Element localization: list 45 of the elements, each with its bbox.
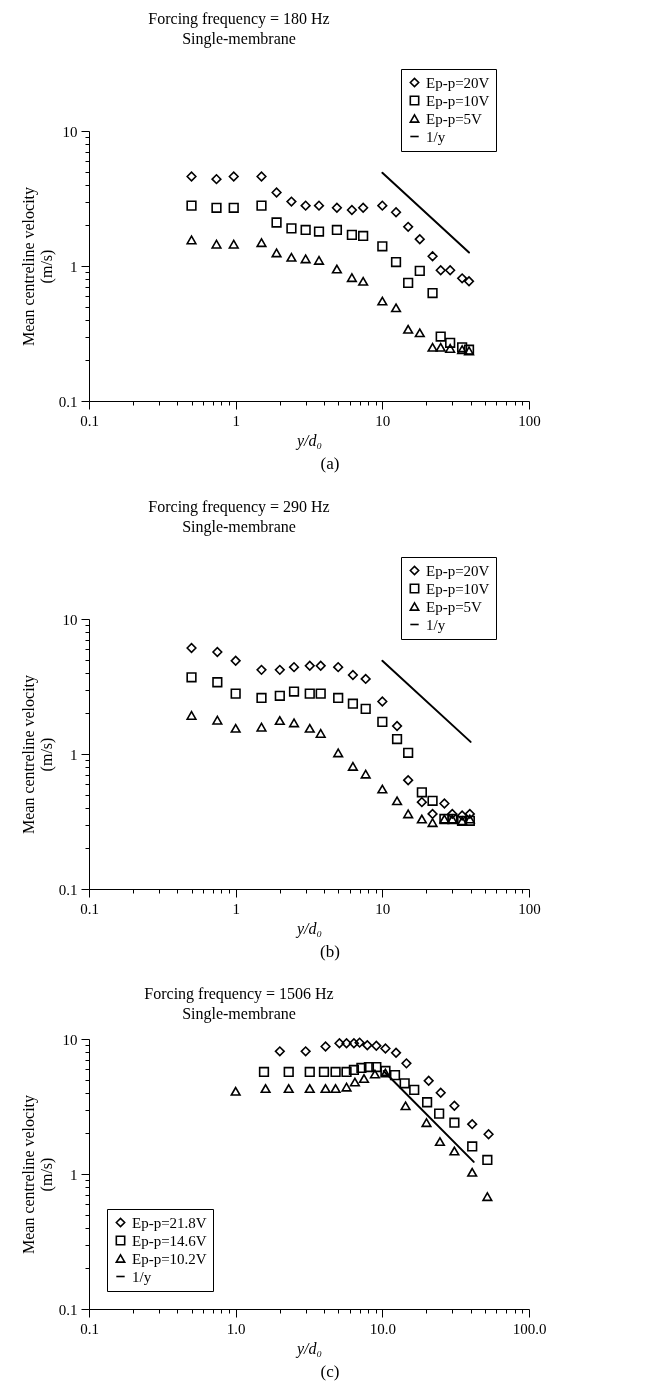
legend-label: Ep-p=20V bbox=[426, 562, 490, 579]
x-tick-label: 10 bbox=[375, 900, 391, 917]
y-tick-label: 0.1 bbox=[58, 1301, 78, 1318]
chart-title: Forcing frequency = 290 Hz bbox=[148, 497, 330, 516]
legend-label: Ep-p=21.8V bbox=[132, 1214, 207, 1231]
text: (c) bbox=[319, 1362, 341, 1382]
chart-subtitle: Single-membrane bbox=[182, 29, 296, 48]
legend-label: 1/y bbox=[426, 616, 446, 633]
legend-label: Ep-p=20V bbox=[426, 74, 490, 91]
x-tick-label: 1.0 bbox=[226, 1320, 246, 1337]
y-tick-label: 10 bbox=[62, 1031, 78, 1048]
x-tick-label: 10 bbox=[375, 412, 391, 429]
x-axis-title: y/d₀ bbox=[294, 919, 323, 938]
y-axis-title: Mean centreline velocity (m/s) bbox=[19, 186, 56, 347]
x-axis-title: y/d₀ bbox=[294, 431, 323, 450]
legend-label: Ep-p=5V bbox=[426, 598, 483, 615]
text: (b) bbox=[319, 942, 341, 962]
chart-subtitle: Single-membrane bbox=[182, 1005, 296, 1023]
x-tick-label: 10.0 bbox=[369, 1320, 396, 1337]
chart-subtitle: Single-membrane bbox=[182, 517, 296, 536]
text: (a) bbox=[319, 454, 341, 474]
y-axis-title: Mean centreline velocity (m/s) bbox=[19, 1094, 56, 1255]
x-tick-label: 1 bbox=[232, 900, 240, 917]
y-tick-label: 1 bbox=[70, 746, 78, 763]
chart-title: Forcing frequency = 1506 Hz bbox=[144, 985, 334, 1003]
y-tick-label: 0.1 bbox=[58, 393, 78, 410]
x-tick-label: 100 bbox=[518, 412, 541, 429]
legend-label: Ep-p=10.2V bbox=[132, 1250, 207, 1267]
x-axis-title: y/d₀ bbox=[294, 1339, 323, 1358]
x-tick-label: 100 bbox=[518, 900, 541, 917]
y-tick-label: 0.1 bbox=[58, 881, 78, 898]
legend-label: Ep-p=10V bbox=[426, 92, 490, 109]
y-tick-label: 1 bbox=[70, 258, 78, 275]
legend-label: 1/y bbox=[132, 1268, 152, 1285]
legend-label: Ep-p=5V bbox=[426, 110, 483, 127]
legend-label: 1/y bbox=[426, 128, 446, 145]
y-axis-title: Mean centreline velocity (m/s) bbox=[19, 674, 56, 835]
x-tick-label: 100.0 bbox=[512, 1320, 547, 1337]
y-tick-label: 10 bbox=[62, 123, 78, 140]
x-tick-label: 1 bbox=[232, 412, 240, 429]
y-tick-label: 10 bbox=[62, 611, 78, 628]
chart-title: Forcing frequency = 180 Hz bbox=[148, 9, 330, 28]
legend-label: Ep-p=14.6V bbox=[132, 1232, 207, 1249]
y-tick-label: 1 bbox=[70, 1166, 78, 1183]
legend-label: Ep-p=10V bbox=[426, 580, 490, 597]
